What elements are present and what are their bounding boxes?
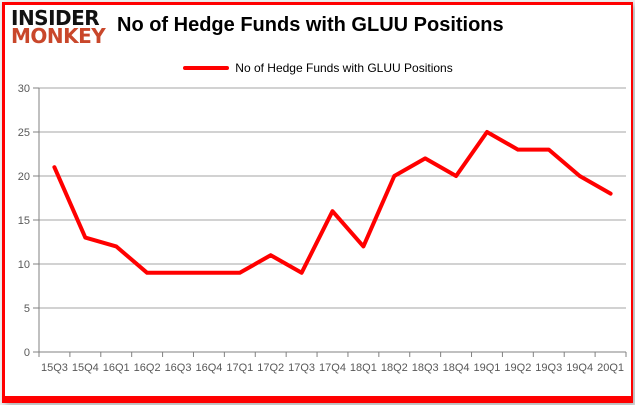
x-tick-label: 17Q3: [288, 362, 315, 374]
x-tick-label: 19Q4: [566, 362, 593, 374]
chart-svg: 0 5 10 15 20 25 30 15Q3 15Q4 16Q1 16Q2 16Q3 16Q4 17Q1…: [18, 83, 627, 374]
y-tick-label: 15: [18, 215, 30, 227]
x-tick-label: 16Q3: [165, 362, 192, 374]
data-line-series: [52, 130, 613, 275]
insider-monkey-logo: INSIDER MONKEY: [11, 6, 106, 49]
x-tick-label: 15Q3: [41, 362, 68, 374]
x-tick-label: 17Q1: [226, 362, 253, 374]
x-tick-label: 16Q4: [195, 362, 222, 374]
x-tick-label: 19Q1: [474, 362, 501, 374]
y-tick-label: 0: [24, 347, 30, 359]
logo-monkey-text: MONKEY: [11, 24, 106, 49]
x-tick-label: 18Q2: [381, 362, 408, 374]
x-tick-label: 17Q2: [257, 362, 284, 374]
x-tick-label: 15Q4: [72, 362, 99, 374]
chart-legend: No of Hedge Funds with GLUU Positions: [5, 61, 631, 75]
x-tick-label: 19Q2: [504, 362, 531, 374]
x-tick-label: 18Q1: [350, 362, 377, 374]
x-tick-label: 16Q1: [103, 362, 130, 374]
chart-title: No of Hedge Funds with GLUU Positions: [117, 14, 504, 36]
legend-line-swatch: [183, 66, 230, 70]
y-tick-label: 5: [24, 303, 30, 315]
legend-label: No of Hedge Funds with GLUU Positions: [235, 61, 453, 75]
y-tick-label: 30: [18, 83, 30, 95]
x-tick-label: 20Q1: [597, 362, 624, 374]
x-tick-label: 18Q3: [412, 362, 439, 374]
y-tick-label: 10: [18, 259, 30, 271]
y-tick-label: 20: [18, 171, 30, 183]
logo-insider-text: INSIDER: [11, 6, 100, 30]
x-tick-label: 18Q4: [443, 362, 470, 374]
y-tick-label: 25: [18, 127, 30, 139]
x-tick-label: 17Q4: [319, 362, 346, 374]
x-tick-label: 19Q3: [535, 362, 562, 374]
x-tick-label: 16Q2: [134, 362, 161, 374]
